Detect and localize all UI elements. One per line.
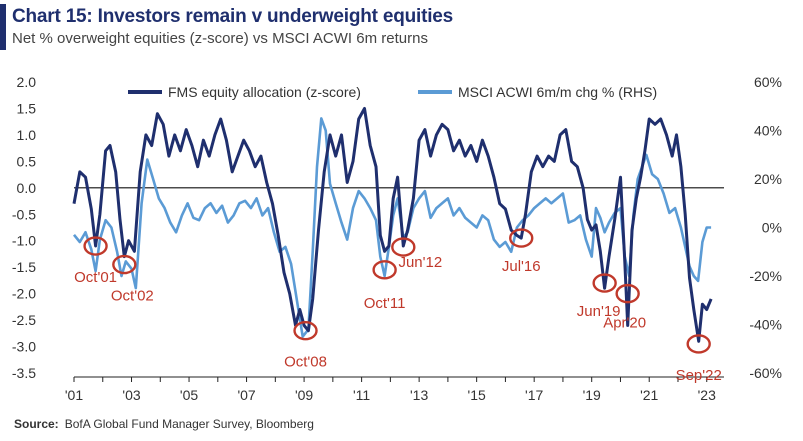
annotation-circle bbox=[509, 228, 534, 248]
annotation-label: Apr'20 bbox=[603, 315, 646, 332]
y-left-tick-label: 1.5 bbox=[17, 100, 37, 116]
legend-label: FMS equity allocation (z-score) bbox=[168, 84, 361, 100]
annotation-circle bbox=[686, 334, 711, 354]
x-tick-label: '07 bbox=[237, 387, 255, 403]
y-left-tick-label: 2.0 bbox=[17, 74, 37, 90]
annotation-label: Jul'16 bbox=[502, 258, 541, 275]
annotation-circle bbox=[592, 273, 617, 293]
annotation-label: Jun'19 bbox=[577, 303, 621, 320]
x-tick-label: '23 bbox=[698, 387, 716, 403]
annotation-circle bbox=[293, 320, 318, 341]
y-right-tick-label: -40% bbox=[749, 317, 782, 333]
annotation-label: Jun'12 bbox=[398, 254, 442, 271]
y-right-tick-label: -20% bbox=[749, 268, 782, 284]
annotation-label: Oct'11 bbox=[364, 295, 406, 312]
annotation-circle bbox=[112, 254, 137, 275]
legend-label: MSCI ACWI 6m/m chg % (RHS) bbox=[458, 84, 657, 100]
annotation-label: Oct'01 bbox=[74, 269, 117, 286]
x-tick-label: '19 bbox=[583, 387, 601, 403]
source-label: Source: bbox=[14, 417, 59, 431]
chart-title: Chart 15: Investors remain v underweight… bbox=[12, 6, 454, 27]
y-left-tick-label: -3.5 bbox=[12, 365, 36, 381]
annotation-label: Oct'08 bbox=[284, 354, 327, 371]
series-line-fms-equity-allocation bbox=[72, 107, 713, 343]
y-left-tick-label: 0.5 bbox=[17, 153, 37, 169]
y-left-tick-label: -2.0 bbox=[12, 286, 36, 302]
y-left-tick-label: -1.0 bbox=[12, 233, 36, 249]
x-tick-label: '21 bbox=[640, 387, 658, 403]
y-left-tick-label: -3.0 bbox=[12, 339, 36, 355]
annotation-circle bbox=[391, 237, 416, 257]
source-note: Source: BofA Global Fund Manager Survey, … bbox=[14, 417, 314, 431]
x-tick-label: '17 bbox=[525, 387, 543, 403]
annotation-circle bbox=[83, 236, 108, 256]
y-right-tick-label: 0% bbox=[762, 220, 782, 236]
y-right-tick-label: 20% bbox=[754, 171, 782, 187]
y-right-tick-label: -60% bbox=[749, 365, 782, 381]
chart-subtitle: Net % overweight equities (z-score) vs M… bbox=[12, 30, 428, 47]
annotation-label: Oct'02 bbox=[111, 288, 154, 305]
annotation-label: Sep'22 bbox=[676, 367, 722, 384]
x-tick-label: '11 bbox=[353, 387, 370, 403]
title-accent-bar bbox=[0, 4, 6, 50]
x-tick-label: '05 bbox=[180, 387, 198, 403]
y-left-tick-label: -1.5 bbox=[12, 259, 36, 275]
y-left-tick-label: -2.5 bbox=[12, 312, 36, 328]
y-left-tick-label: -0.5 bbox=[12, 206, 36, 222]
x-tick-label: '01 bbox=[65, 387, 83, 403]
x-tick-label: '13 bbox=[410, 387, 428, 403]
x-tick-label: '09 bbox=[295, 387, 313, 403]
x-tick-label: '03 bbox=[122, 387, 140, 403]
annotation-circle bbox=[615, 283, 640, 304]
source-text: BofA Global Fund Manager Survey, Bloombe… bbox=[64, 417, 314, 431]
y-right-tick-label: 60% bbox=[754, 74, 782, 90]
y-left-tick-label: 0.0 bbox=[17, 180, 37, 196]
y-right-tick-label: 40% bbox=[754, 123, 782, 139]
x-tick-label: '15 bbox=[468, 387, 486, 403]
annotation-circle bbox=[372, 260, 397, 280]
y-left-tick-label: 1.0 bbox=[17, 127, 37, 143]
